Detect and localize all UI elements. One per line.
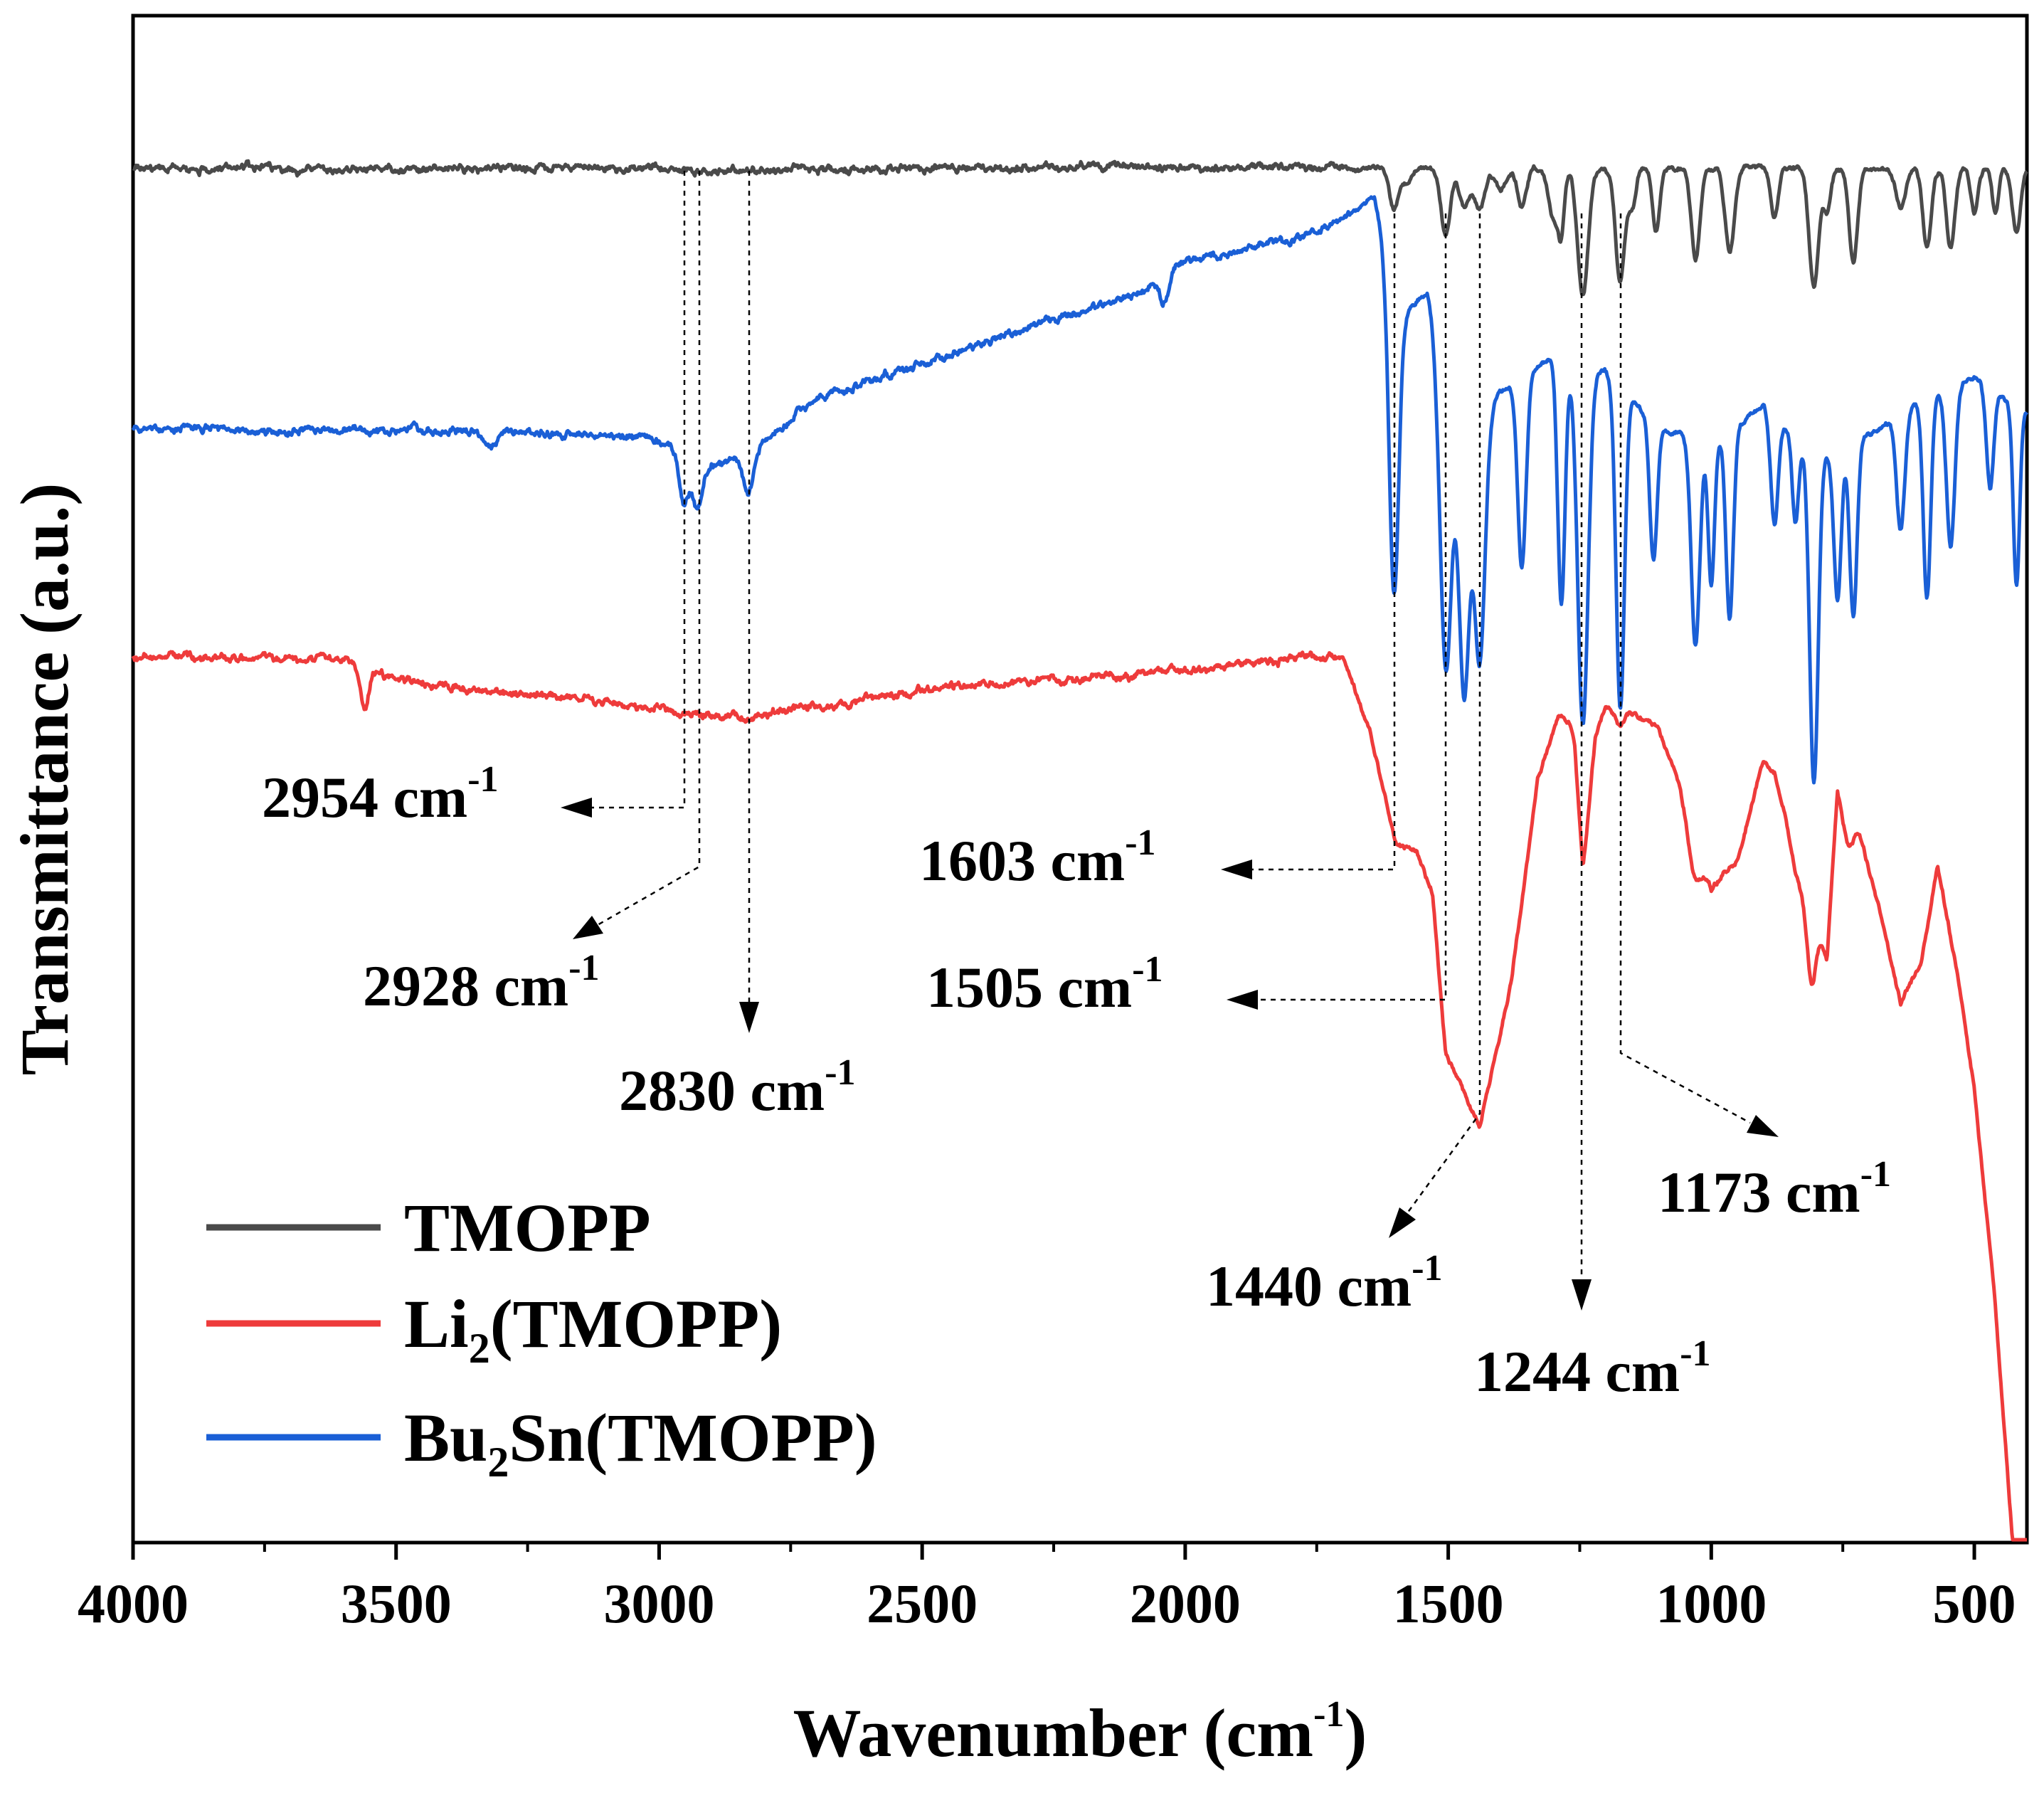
x-tick-label-500: 500 <box>1933 1572 2016 1634</box>
guide-arrow-2928 <box>573 916 603 939</box>
annotation-label-1440: 1440 cm-1 <box>1206 1248 1443 1318</box>
annotation-guides <box>561 171 1779 1311</box>
guide-1603 <box>1252 213 1396 871</box>
x-tick-label-4000: 4000 <box>78 1572 189 1634</box>
guide-1173 <box>1619 213 1751 1124</box>
annotation-label-2830: 2830 cm-1 <box>619 1052 856 1123</box>
x-tick-label-3500: 3500 <box>341 1572 452 1634</box>
x-axis: 4000 3500 3000 2500 2000 1500 1000 500 <box>78 1543 2016 1634</box>
x-tick-label-1000: 1000 <box>1656 1572 1767 1634</box>
plot-frame <box>131 14 2029 1545</box>
legend-label-li2: Li2(TMOPP) <box>404 1286 782 1372</box>
legend-label-bu2sn: Bu2Sn(TMOPP) <box>404 1400 877 1486</box>
series-line-li2-tmopp- <box>131 650 2028 1542</box>
series-line-bu2sn-tmopp- <box>131 195 2028 785</box>
guide-arrow-1173 <box>1747 1115 1779 1137</box>
guide-arrow-1440 <box>1389 1207 1416 1238</box>
guide-2954 <box>591 171 686 809</box>
legend-label-tmopp: TMOPP <box>404 1190 651 1266</box>
series-line-tmopp <box>132 159 2028 297</box>
guide-arrow-1505 <box>1227 990 1258 1010</box>
guide-arrow-1244 <box>1572 1279 1592 1311</box>
guide-arrow-2830 <box>739 1002 759 1033</box>
series-layer <box>131 159 2028 1542</box>
annotation-label-1505: 1505 cm-1 <box>926 949 1163 1020</box>
guide-arrow-1603 <box>1221 860 1252 879</box>
x-tick-label-3000: 3000 <box>603 1572 714 1634</box>
annotation-label-2928: 2928 cm-1 <box>363 948 600 1018</box>
annotation-label-1173: 1173 cm-1 <box>1658 1154 1891 1225</box>
annotation-label-1603: 1603 cm-1 <box>919 823 1156 893</box>
x-axis-title: Wavenumber (cm-1) <box>793 1694 1367 1771</box>
annotation-label-2954: 2954 cm-1 <box>262 759 499 830</box>
guide-1505 <box>1258 213 1447 1001</box>
annotation-label-1244: 1244 cm-1 <box>1474 1333 1711 1404</box>
guide-2928 <box>597 171 701 926</box>
x-tick-label-2000: 2000 <box>1130 1572 1241 1634</box>
x-tick-label-2500: 2500 <box>867 1572 978 1634</box>
y-axis-title: Transmittance (a.u.) <box>6 483 83 1076</box>
legend: TMOPP Li2(TMOPP) Bu2Sn(TMOPP) <box>206 1190 877 1486</box>
x-tick-label-1500: 1500 <box>1393 1572 1504 1634</box>
guide-arrow-2954 <box>561 798 592 818</box>
guide-1440 <box>1406 213 1481 1214</box>
